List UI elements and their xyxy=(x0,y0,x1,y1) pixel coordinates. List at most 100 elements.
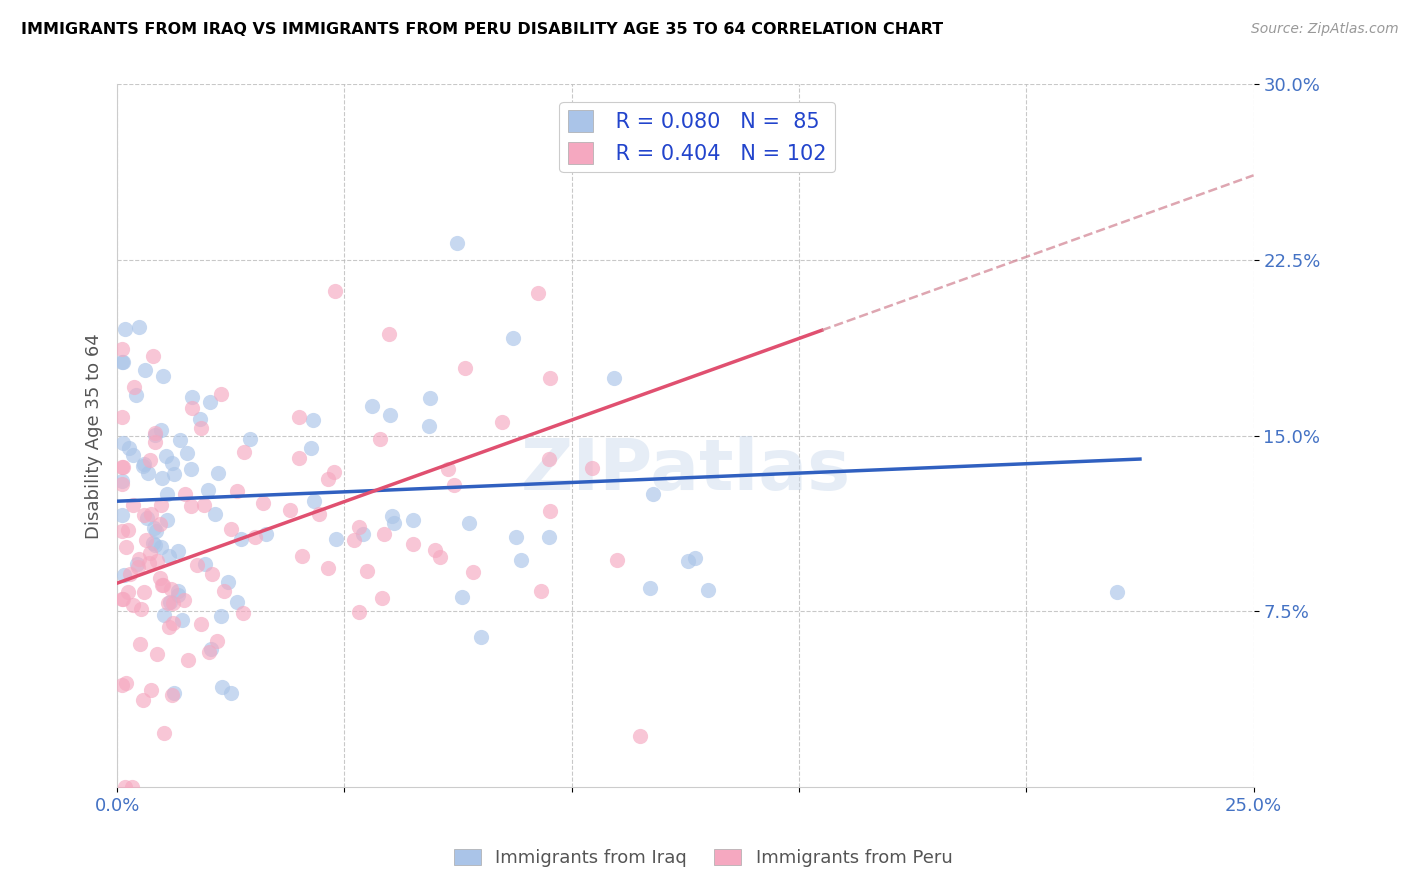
Point xyxy=(322,466,344,480)
Point xyxy=(111,678,134,692)
Text: Source: ZipAtlas.com: Source: ZipAtlas.com xyxy=(1251,22,1399,37)
Point xyxy=(347,605,370,619)
Point xyxy=(226,595,249,609)
Point xyxy=(229,533,252,547)
Point xyxy=(139,545,162,559)
Point xyxy=(111,508,134,522)
Point xyxy=(134,363,156,377)
Point xyxy=(606,553,628,567)
Point xyxy=(193,498,215,512)
Point xyxy=(302,494,325,508)
Point xyxy=(176,446,198,460)
Point xyxy=(111,524,134,538)
Point xyxy=(112,355,135,369)
Point xyxy=(288,410,311,425)
Point xyxy=(142,536,165,550)
Point xyxy=(127,560,149,574)
Point xyxy=(156,513,179,527)
Point xyxy=(603,370,626,384)
Point xyxy=(149,423,172,437)
Point xyxy=(129,637,152,651)
Point xyxy=(142,349,165,363)
Point xyxy=(437,462,460,476)
Point xyxy=(146,648,169,662)
Point xyxy=(181,401,204,415)
Point xyxy=(401,513,423,527)
Point xyxy=(163,467,186,481)
Point xyxy=(111,410,134,425)
Point xyxy=(125,557,148,571)
Point xyxy=(198,645,221,659)
Text: ZIPatlas: ZIPatlas xyxy=(520,436,851,505)
Point xyxy=(1107,585,1129,599)
Point xyxy=(157,549,180,564)
Point xyxy=(111,343,134,357)
Point xyxy=(232,606,254,620)
Point xyxy=(150,470,173,484)
Point xyxy=(145,524,167,538)
Point xyxy=(641,487,664,501)
Point xyxy=(530,583,553,598)
Point xyxy=(502,330,524,344)
Point xyxy=(204,507,226,521)
Point xyxy=(143,537,166,551)
Point xyxy=(291,549,314,563)
Point xyxy=(429,550,451,565)
Point xyxy=(155,450,177,464)
Point xyxy=(217,574,239,589)
Y-axis label: Disability Age 35 to 64: Disability Age 35 to 64 xyxy=(86,333,103,539)
Point xyxy=(132,585,155,599)
Point xyxy=(121,780,143,794)
Point xyxy=(352,527,374,541)
Point xyxy=(209,609,232,624)
Point xyxy=(254,527,277,541)
Point xyxy=(458,516,481,531)
Point xyxy=(122,498,145,512)
Point xyxy=(368,432,391,446)
Point xyxy=(122,448,145,462)
Point xyxy=(510,553,533,567)
Point xyxy=(139,507,162,521)
Point xyxy=(157,620,180,634)
Point xyxy=(162,456,184,470)
Point xyxy=(162,616,184,631)
Point xyxy=(114,780,136,794)
Point xyxy=(153,726,176,740)
Point xyxy=(143,434,166,449)
Point xyxy=(200,395,222,409)
Point xyxy=(139,683,162,698)
Point xyxy=(181,390,204,404)
Point xyxy=(166,588,188,602)
Point xyxy=(190,421,212,435)
Point xyxy=(628,730,651,744)
Point xyxy=(418,418,440,433)
Point xyxy=(120,566,142,581)
Point xyxy=(243,531,266,545)
Point xyxy=(214,584,236,599)
Point xyxy=(114,676,136,690)
Point xyxy=(150,577,173,591)
Point xyxy=(136,466,159,480)
Point xyxy=(356,564,378,578)
Point xyxy=(316,561,339,575)
Point xyxy=(167,584,190,599)
Point xyxy=(316,472,339,486)
Point xyxy=(325,284,347,298)
Point xyxy=(219,686,242,700)
Point xyxy=(143,521,166,535)
Point xyxy=(299,441,322,455)
Point xyxy=(401,537,423,551)
Point xyxy=(446,236,468,251)
Point xyxy=(225,483,247,498)
Point xyxy=(163,686,186,700)
Point xyxy=(325,532,347,546)
Point xyxy=(159,594,181,608)
Point xyxy=(128,551,150,566)
Point xyxy=(308,507,330,521)
Point xyxy=(697,582,720,597)
Point xyxy=(149,517,172,532)
Point xyxy=(343,533,366,548)
Point xyxy=(640,582,662,596)
Point xyxy=(233,445,256,459)
Point xyxy=(112,592,135,607)
